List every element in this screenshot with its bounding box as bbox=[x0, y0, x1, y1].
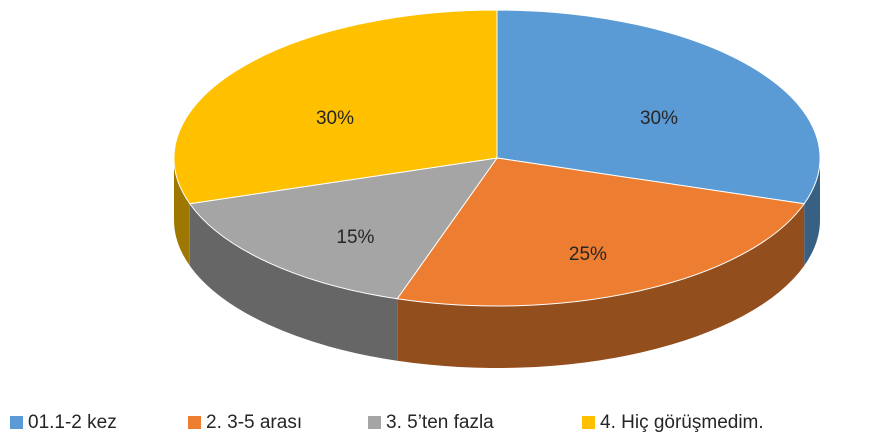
pie-side bbox=[397, 203, 805, 369]
pie-side bbox=[189, 203, 398, 361]
legend-swatch bbox=[582, 416, 595, 429]
pie-side bbox=[804, 158, 820, 266]
data-label: 30% bbox=[640, 108, 678, 129]
data-label: 30% bbox=[316, 108, 354, 129]
legend-swatch bbox=[10, 416, 23, 429]
legend-swatch bbox=[188, 416, 201, 429]
legend-label: 01.1-2 kez bbox=[28, 412, 117, 433]
pie-slice bbox=[173, 9, 498, 205]
legend-label: 4. Hiç görüşmedim. bbox=[600, 412, 764, 433]
pie-slice bbox=[496, 9, 821, 205]
pie-slice bbox=[396, 157, 806, 307]
pie-slice bbox=[188, 157, 499, 300]
pie-side bbox=[174, 158, 190, 266]
legend-label: 3. 5’ten fazla bbox=[386, 412, 494, 433]
data-label: 25% bbox=[569, 244, 607, 265]
data-label: 15% bbox=[336, 227, 374, 248]
legend-label: 2. 3-5 arası bbox=[206, 412, 302, 433]
legend-swatch bbox=[368, 416, 381, 429]
